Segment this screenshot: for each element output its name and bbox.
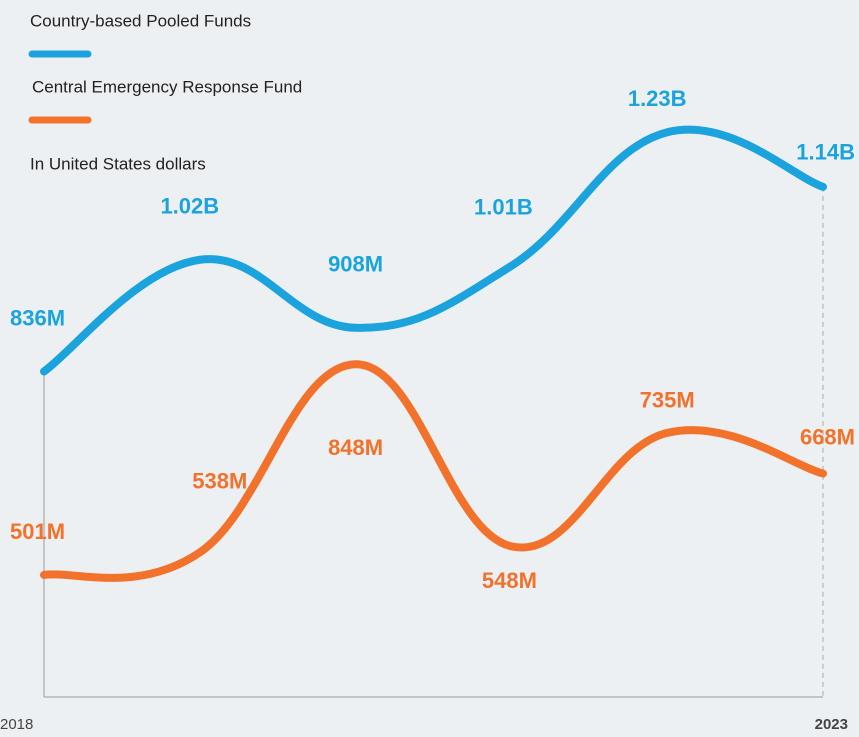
- value-label: 668M: [800, 424, 855, 449]
- value-label: 1.01B: [474, 195, 533, 220]
- value-label: 848M: [328, 435, 383, 460]
- value-label: 836M: [10, 305, 65, 330]
- chart-subtitle: In United States dollars: [30, 154, 206, 173]
- value-label: 1.02B: [160, 194, 219, 219]
- line-series: [40, 360, 827, 582]
- x-tick-label: 2023: [815, 716, 848, 733]
- value-label: 735M: [640, 388, 695, 413]
- value-label: 548M: [482, 568, 537, 593]
- x-tick-label: 2018: [0, 716, 33, 733]
- legend-label: Country-based Pooled Funds: [30, 11, 251, 30]
- value-label: 538M: [192, 468, 247, 493]
- value-label: 501M: [10, 519, 65, 544]
- value-label: 1.14B: [796, 140, 855, 165]
- value-label: 908M: [328, 252, 383, 277]
- value-label: 1.23B: [628, 86, 687, 111]
- line-series: [40, 125, 827, 376]
- legend-label: Central Emergency Response Fund: [32, 77, 302, 96]
